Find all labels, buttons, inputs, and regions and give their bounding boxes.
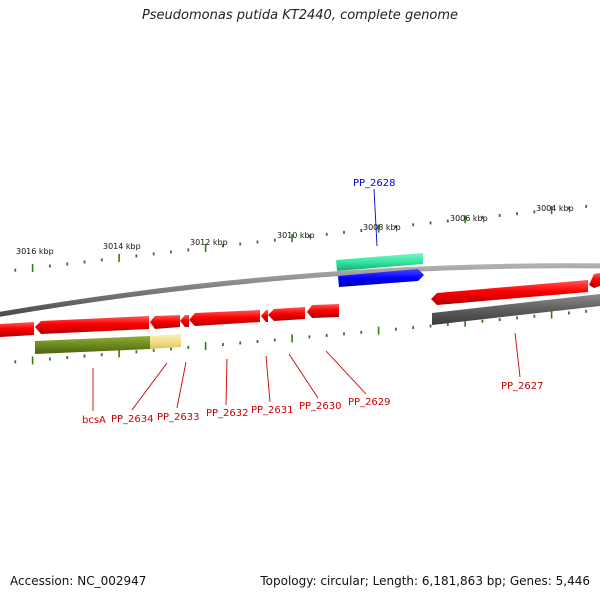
leader-pp2630 <box>288 353 319 399</box>
map-title: Pseudomonas putida KT2440, complete geno… <box>141 8 459 23</box>
leader-pp2632 <box>225 358 228 406</box>
label-pp2634[interactable]: PP_2634 <box>111 414 154 425</box>
gene-pp2627[interactable] <box>431 280 588 305</box>
leader-pp2629 <box>325 350 367 395</box>
label-pp2627[interactable]: PP_2627 <box>501 381 544 392</box>
leader-pp2628 <box>373 188 378 247</box>
leader-pp2631 <box>265 355 271 403</box>
scale-label-3006: 3006 kbp <box>450 214 488 223</box>
label-pp2632[interactable]: PP_2632 <box>206 408 249 419</box>
scale-labels: 3016 kbp 3014 kbp 3012 kbp 3010 kbp 3008… <box>16 204 574 256</box>
feature-bcsA-pale[interactable] <box>150 334 181 349</box>
gene-labels: PP_2628 bcsA PP_2634 PP_2633 PP_2632 PP_… <box>82 178 544 426</box>
label-pp2628[interactable]: PP_2628 <box>353 178 396 189</box>
genome-backbone <box>0 263 600 317</box>
gene-pp2631[interactable] <box>261 310 268 322</box>
scale-label-3010: 3010 kbp <box>277 231 315 240</box>
label-pp2631[interactable]: PP_2631 <box>251 405 294 416</box>
label-pp2633[interactable]: PP_2633 <box>157 412 200 423</box>
gene-pp2630[interactable] <box>268 307 305 321</box>
label-pp2629[interactable]: PP_2629 <box>348 397 391 408</box>
forward-features[interactable] <box>336 253 424 287</box>
accession-text: Accession: NC_002947 <box>10 574 147 588</box>
feature-bcsA-olive[interactable] <box>35 336 150 354</box>
scale-label-3014: 3014 kbp <box>103 242 141 251</box>
feature-pp2628-highlight[interactable] <box>336 253 423 271</box>
label-bcsA[interactable]: bcsA <box>82 415 106 426</box>
gene-pp2629[interactable] <box>307 304 339 318</box>
gene-pp2632[interactable] <box>189 310 260 326</box>
gene-right-edge[interactable] <box>589 273 600 288</box>
gene-pp2628[interactable] <box>338 269 424 287</box>
leader-pp2633 <box>176 361 187 409</box>
feature-pp2627-pseudo[interactable] <box>432 294 600 325</box>
gene-pp2634[interactable] <box>150 315 180 329</box>
reverse-features[interactable] <box>0 273 600 354</box>
scale-ticks-bottom <box>14 309 588 365</box>
gene-bcsA-part[interactable] <box>35 316 149 334</box>
scale-label-3016: 3016 kbp <box>16 247 54 256</box>
leader-pp2634 <box>131 362 168 411</box>
scale-label-3012: 3012 kbp <box>190 238 228 247</box>
genome-summary-text: Topology: circular; Length: 6,181,863 bp… <box>260 574 590 588</box>
label-leaders <box>92 188 521 411</box>
scale-ticks-top <box>14 204 588 273</box>
label-pp2630[interactable]: PP_2630 <box>299 401 342 412</box>
scale-label-3004: 3004 kbp <box>536 204 574 213</box>
leader-pp2627 <box>514 332 521 378</box>
gene-left-edge[interactable] <box>0 322 34 337</box>
scale-label-3008: 3008 kbp <box>363 223 401 232</box>
gene-pp2633[interactable] <box>180 315 189 327</box>
